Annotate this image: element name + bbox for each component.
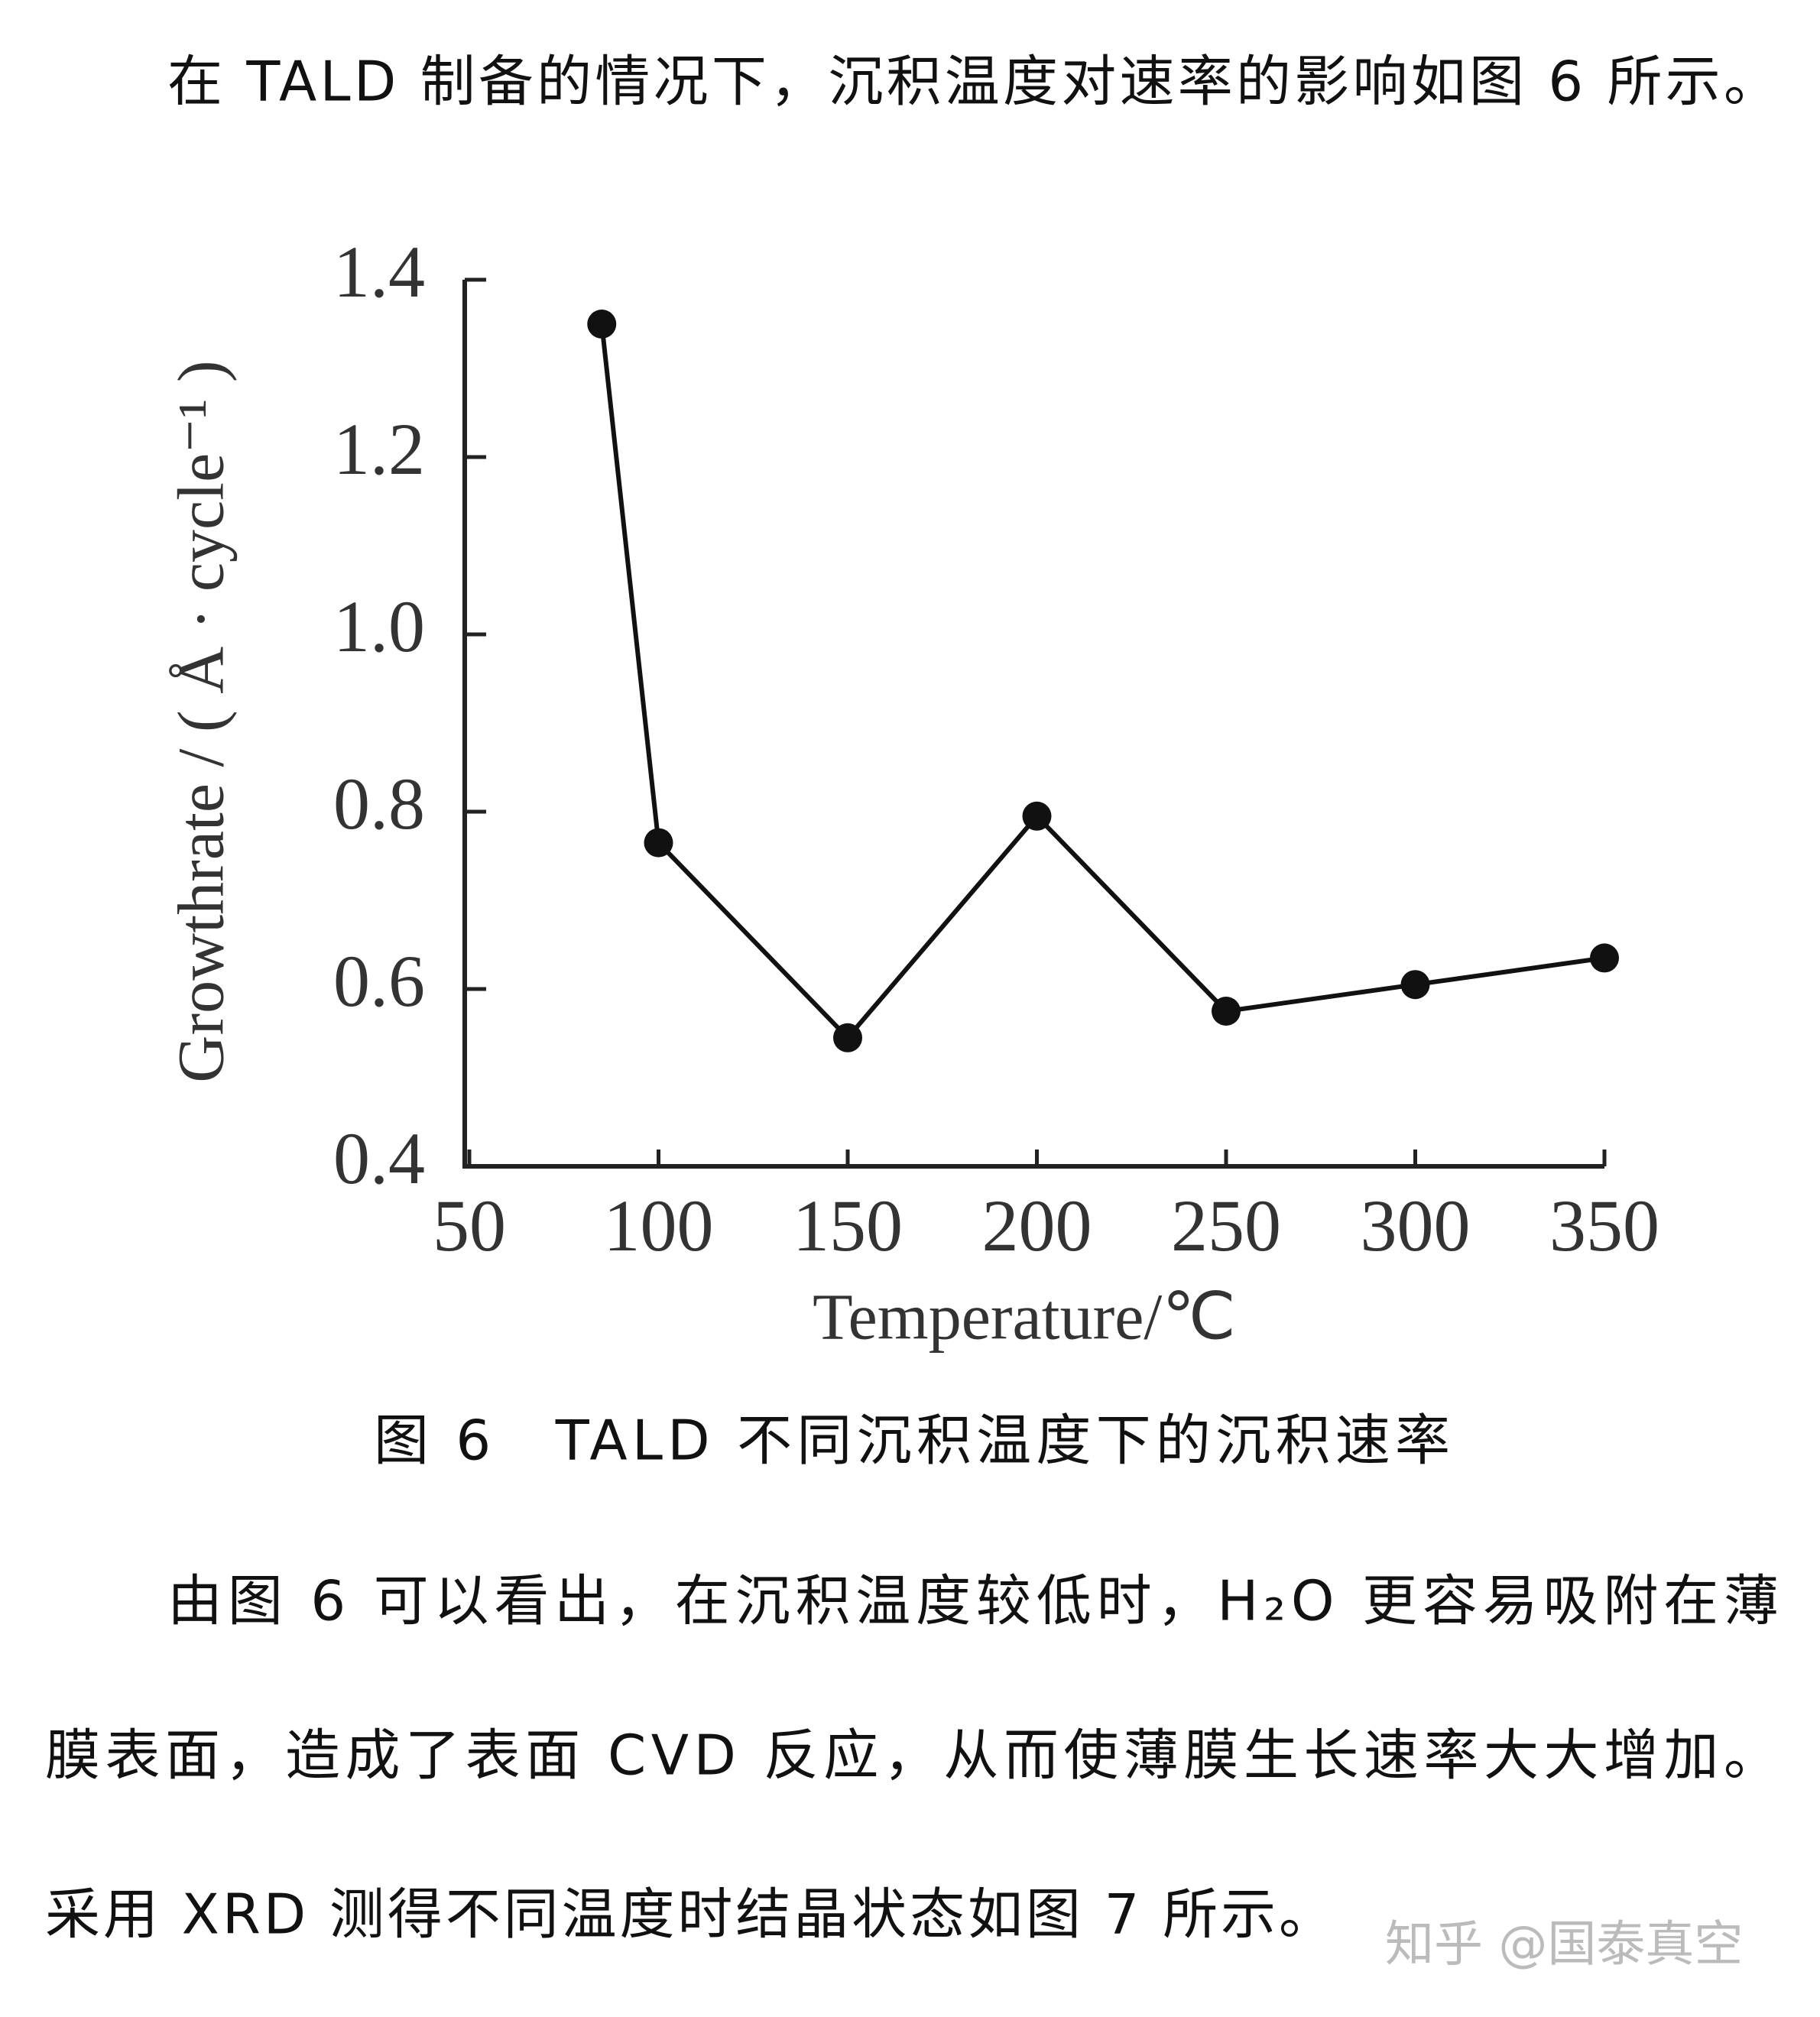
x-tick-label: 150 [793, 1185, 903, 1266]
x-tick-label: 50 [433, 1185, 506, 1266]
y-tick-label: 0.4 [333, 1117, 425, 1199]
data-point [644, 828, 673, 858]
y-tick-label: 0.8 [333, 763, 425, 845]
y-axis-label: Growthrate / ( Å · cycle⁻¹ ) [164, 360, 238, 1082]
data-point [1400, 970, 1430, 1000]
data-line [599, 323, 1605, 1040]
paragraph-line: 采用 XRD 测得不同温度时结晶状态如图 7 所示。 [45, 1882, 1334, 1947]
intro-text: 在 TALD 制备的情况下，沉积温度对速率的影响如图 6 所示。 [167, 50, 1779, 114]
x-tick-label: 300 [1361, 1185, 1471, 1266]
x-axis-label: Temperature/℃ [813, 1280, 1236, 1354]
y-tick-label: 1.4 [333, 231, 425, 313]
paragraph-line: 膜表面，造成了表面 CVD 反应，从而使薄膜生长速率大大增加。 [45, 1724, 1779, 1788]
data-point [587, 310, 617, 339]
data-point [833, 1023, 862, 1052]
x-tick-label: 200 [982, 1185, 1092, 1266]
y-tick-label: 0.6 [333, 940, 425, 1022]
x-tick-label: 100 [604, 1185, 714, 1266]
watermark: 知乎 @国泰真空 [1385, 1917, 1743, 1973]
figure-caption: 图 6 TALD 不同沉积温度下的沉积速率 [374, 1409, 1450, 1473]
x-tick-label: 350 [1549, 1185, 1659, 1266]
data-point [1212, 997, 1241, 1026]
y-tick-label: 1.0 [333, 585, 425, 667]
data-point [1590, 943, 1619, 973]
x-tick-label: 250 [1171, 1185, 1281, 1266]
paragraph-line: 由图 6 可以看出，在沉积温度较低时，H₂O 更容易吸附在薄 [167, 1569, 1779, 1633]
y-tick-label: 1.2 [333, 408, 425, 490]
data-point [1022, 801, 1052, 831]
